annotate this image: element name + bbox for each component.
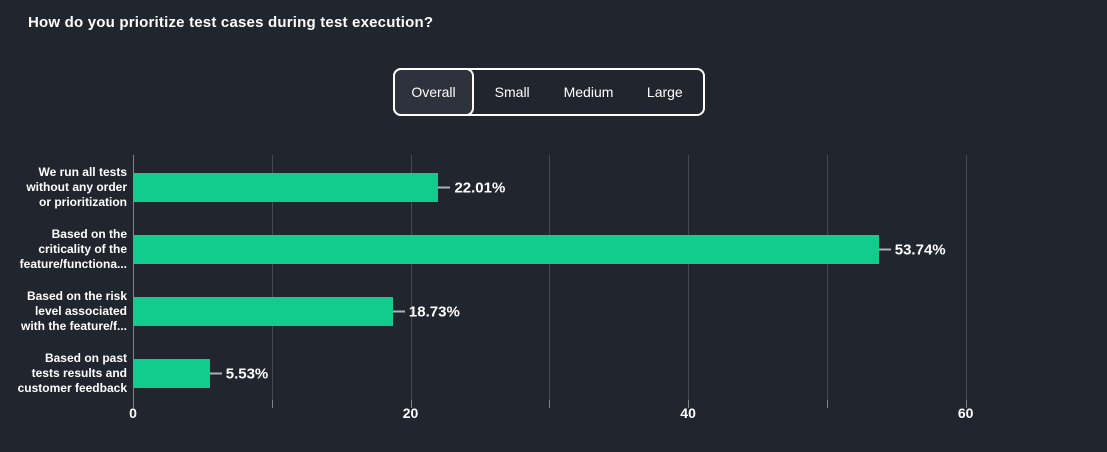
value-label-text: 53.74% <box>894 241 946 258</box>
x-axis-tick <box>133 400 134 408</box>
category-label-line: Based on the risk <box>26 289 127 303</box>
category-label-line: feature/functiona... <box>19 257 127 271</box>
gridline <box>271 155 273 400</box>
tab-small[interactable]: Small <box>494 84 530 100</box>
category-label-line: customer feedback <box>17 381 127 395</box>
gridline <box>688 155 690 400</box>
category-label-line: with the feature/f... <box>20 319 127 333</box>
x-axis-tick-label: 20 <box>402 405 419 421</box>
x-axis-tick <box>410 400 412 408</box>
bar[interactable] <box>133 173 439 202</box>
bar[interactable] <box>133 359 210 388</box>
category-label: Based on the criticality of the feature/fu… <box>0 227 127 272</box>
x-axis-tick <box>549 400 551 408</box>
x-axis-tick-label: 60 <box>957 405 974 421</box>
gridline <box>826 155 828 400</box>
category-label-line: Based on the <box>51 227 127 241</box>
value-connector-line <box>878 248 891 251</box>
category-label-line: tests results and <box>31 366 127 380</box>
category-label-line: criticality of the <box>38 242 127 256</box>
tab-overall[interactable]: Overall <box>393 68 474 116</box>
x-axis-tick-label: 0 <box>129 405 137 421</box>
category-label: Based on past tests results and customer f… <box>0 351 127 396</box>
value-connector-line <box>209 372 222 375</box>
y-axis-line <box>133 155 134 400</box>
gridline <box>965 155 967 400</box>
category-label: Based on the risk level associated with th… <box>0 289 127 334</box>
value-connector-line <box>392 310 405 313</box>
gridline <box>410 155 412 400</box>
value-label-text: 18.73% <box>408 303 460 320</box>
category-label-line: We run all tests <box>38 165 127 179</box>
page-title: How do you prioritize test cases during … <box>28 14 434 31</box>
value-label-text: 5.53% <box>225 365 269 382</box>
category-label-line: or prioritization <box>39 195 127 209</box>
category-label-line: level associated <box>34 304 127 318</box>
category-label-line: without any order <box>26 180 127 194</box>
chart-plot-area: 0 20 40 60 We run all tests without any order… <box>18 155 1060 421</box>
gridline <box>549 155 551 400</box>
x-axis-tick <box>688 400 690 408</box>
x-axis-tick <box>271 400 273 408</box>
value-label-text: 22.01% <box>454 179 506 196</box>
bar[interactable] <box>133 297 393 326</box>
x-axis-tick <box>826 400 828 408</box>
size-filter-tabs: Overall Small Medium Large <box>393 68 705 116</box>
category-label: We run all tests without any order or prio… <box>0 165 127 210</box>
value-label: 53.74% <box>878 241 946 258</box>
value-label: 18.73% <box>392 303 460 320</box>
value-connector-line <box>438 186 451 189</box>
bar-chart: 0 20 40 60 We run all tests without any order… <box>0 140 1107 440</box>
x-axis-tick-label: 40 <box>680 405 696 421</box>
bar[interactable] <box>133 235 879 264</box>
x-axis-tick <box>965 400 967 408</box>
tab-large[interactable]: Large <box>646 84 683 100</box>
category-label-line: Based on past <box>44 351 127 365</box>
tab-medium[interactable]: Medium <box>563 84 614 100</box>
value-label: 5.53% <box>209 365 269 382</box>
value-label: 22.01% <box>438 179 505 196</box>
